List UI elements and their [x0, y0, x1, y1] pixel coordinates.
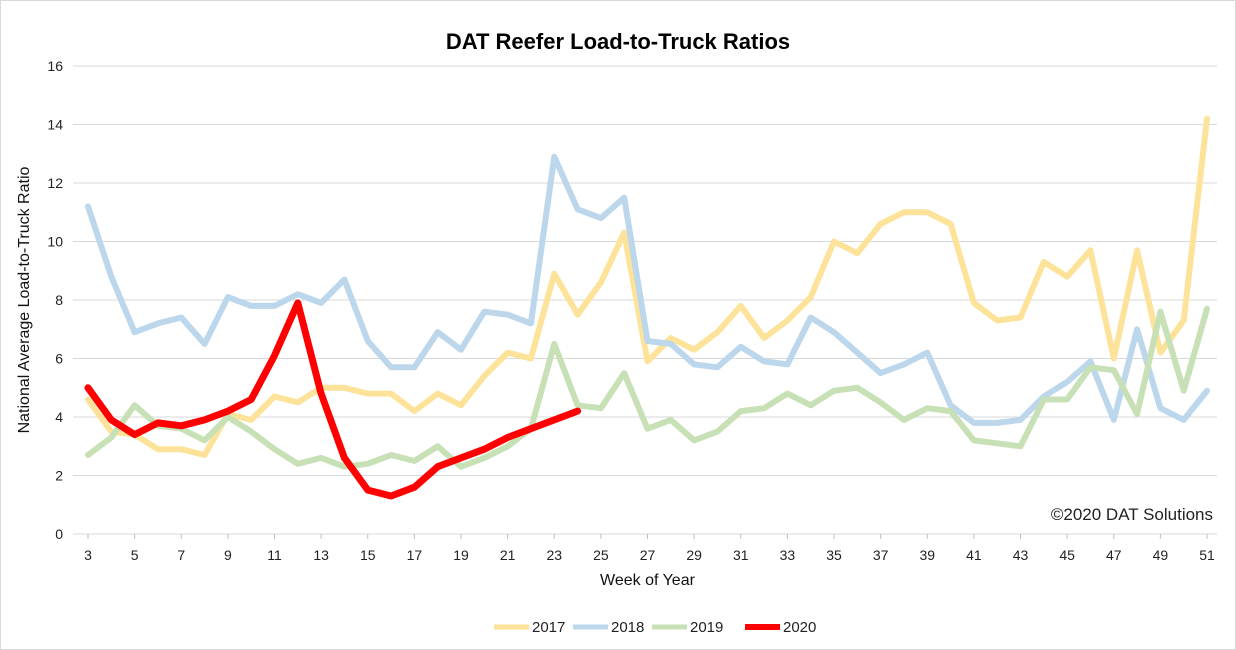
- x-axis-ticks: 3 5 7 9 11 13 15 17 19 21 23 25 27 29 31 33 35 37 39 41 43 45…: [84, 534, 1215, 563]
- legend-label-2019: 2019: [690, 619, 723, 636]
- x-tick-label: 25: [593, 547, 609, 563]
- x-tick-label: 11: [267, 547, 282, 563]
- x-tick-label: 49: [1153, 547, 1169, 563]
- x-tick-label: 3: [84, 547, 92, 563]
- x-tick-label: 15: [360, 547, 376, 563]
- y-tick-label: 0: [55, 526, 63, 542]
- x-tick-label: 37: [873, 547, 889, 563]
- x-tick-label: 13: [313, 547, 329, 563]
- y-tick-label: 16: [47, 58, 63, 74]
- x-tick-label: 35: [826, 547, 842, 563]
- x-tick-label: 39: [919, 547, 935, 563]
- y-tick-label: 2: [55, 468, 63, 484]
- x-tick-label: 31: [733, 547, 749, 563]
- chart-title: DAT Reefer Load-to-Truck Ratios: [446, 29, 790, 54]
- x-tick-label: 9: [224, 547, 232, 563]
- legend-label-2018: 2018: [611, 619, 644, 636]
- legend: 2017 2018 2019 2020: [494, 619, 816, 636]
- x-tick-label: 21: [500, 547, 516, 563]
- x-tick-label: 23: [546, 547, 562, 563]
- x-tick-label: 29: [686, 547, 702, 563]
- series-line-2017: [85, 115, 1210, 458]
- y-tick-label: 6: [55, 351, 63, 367]
- series-line-2020: [84, 299, 582, 500]
- x-tick-label: 5: [131, 547, 139, 563]
- series-lines: [84, 115, 1210, 500]
- x-tick-label: 41: [966, 547, 982, 563]
- x-axis-label: Week of Year: [600, 572, 696, 589]
- x-tick-label: 45: [1059, 547, 1075, 563]
- y-axis-ticks: 0 2 4 6 8 10 12 14 16: [47, 58, 63, 542]
- x-tick-label: 47: [1106, 547, 1122, 563]
- gridlines: [73, 65, 1217, 535]
- y-tick-label: 4: [55, 409, 63, 425]
- x-tick-label: 43: [1013, 547, 1029, 563]
- x-tick-label: 17: [407, 547, 423, 563]
- x-tick-label: 51: [1199, 547, 1215, 563]
- legend-label-2017: 2017: [532, 619, 565, 636]
- y-tick-label: 8: [55, 292, 63, 308]
- y-tick-label: 12: [47, 175, 63, 191]
- y-tick-label: 14: [47, 117, 63, 133]
- x-tick-label: 7: [177, 547, 185, 563]
- x-tick-label: 27: [640, 547, 656, 563]
- y-tick-label: 10: [47, 234, 63, 250]
- x-tick-label: 19: [453, 547, 469, 563]
- series-line-2019: [85, 305, 1210, 470]
- y-axis-label: National Average Load-to-Truck Ratio: [16, 166, 33, 433]
- series-line-2018: [85, 153, 1210, 426]
- legend-label-2020: 2020: [783, 619, 816, 636]
- x-tick-label: 33: [780, 547, 796, 563]
- copyright-annotation: ©2020 DAT Solutions: [1051, 505, 1213, 524]
